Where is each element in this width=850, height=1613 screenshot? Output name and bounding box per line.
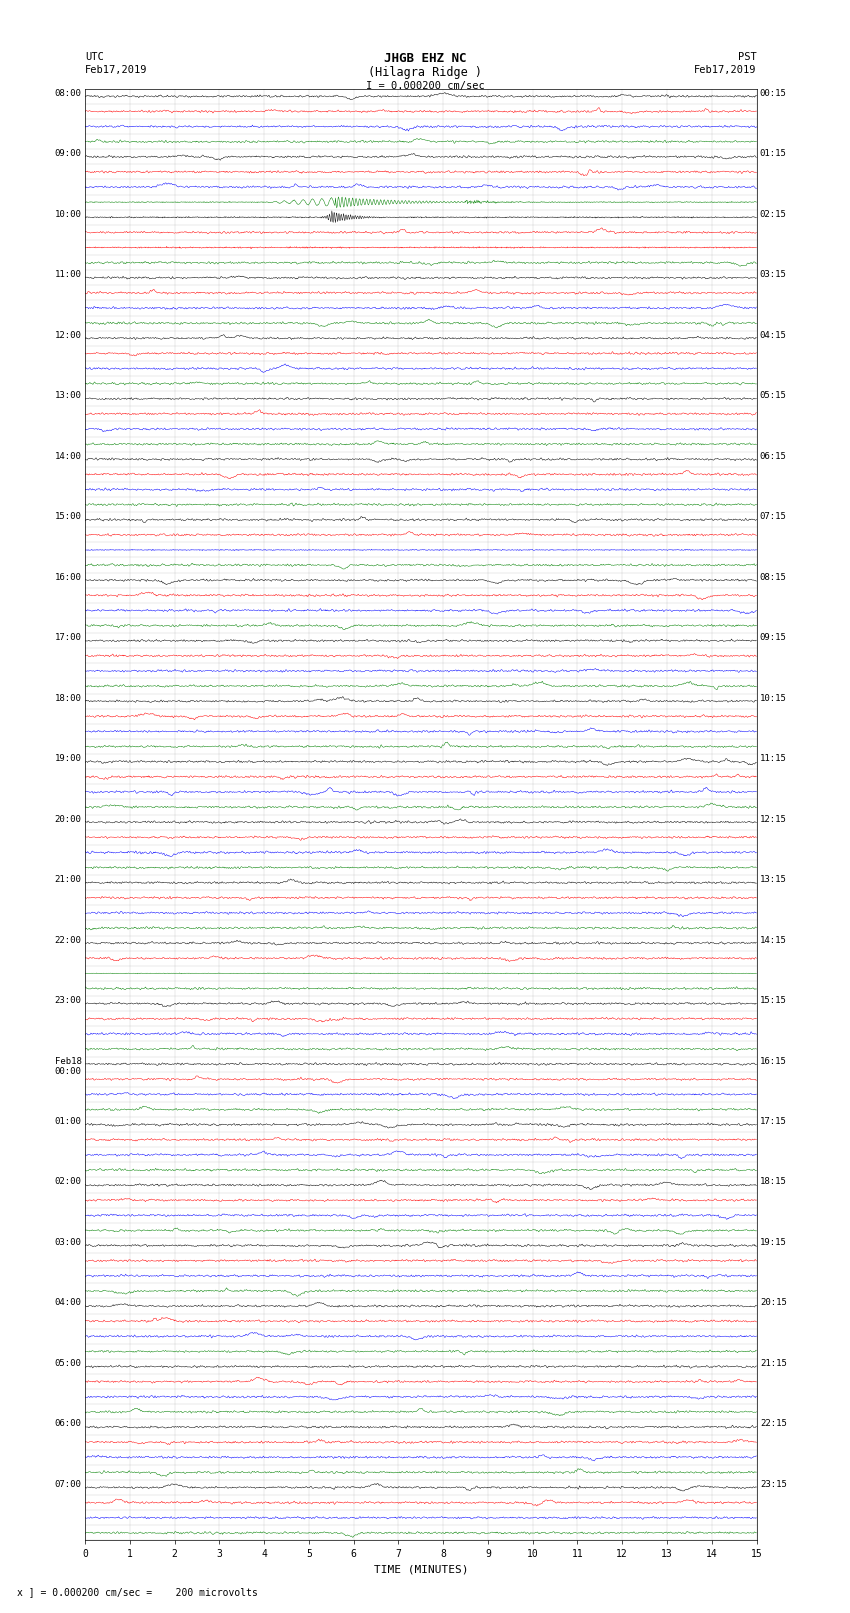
Text: 12:00: 12:00	[54, 331, 82, 340]
Text: Feb18
00:00: Feb18 00:00	[54, 1057, 82, 1076]
Text: 17:00: 17:00	[54, 634, 82, 642]
Text: 01:00: 01:00	[54, 1118, 82, 1126]
Text: 05:00: 05:00	[54, 1358, 82, 1368]
Text: 18:00: 18:00	[54, 694, 82, 703]
Text: 13:00: 13:00	[54, 392, 82, 400]
Text: 07:15: 07:15	[760, 513, 787, 521]
Text: 14:15: 14:15	[760, 936, 787, 945]
Text: 09:15: 09:15	[760, 634, 787, 642]
Text: 11:15: 11:15	[760, 755, 787, 763]
Text: 04:00: 04:00	[54, 1298, 82, 1308]
Text: 22:00: 22:00	[54, 936, 82, 945]
Text: 18:15: 18:15	[760, 1177, 787, 1187]
Text: I = 0.000200 cm/sec: I = 0.000200 cm/sec	[366, 81, 484, 90]
Text: 21:15: 21:15	[760, 1358, 787, 1368]
Text: 03:00: 03:00	[54, 1239, 82, 1247]
Text: 14:00: 14:00	[54, 452, 82, 461]
Text: 13:15: 13:15	[760, 876, 787, 884]
Text: 03:15: 03:15	[760, 271, 787, 279]
Text: Feb17,2019: Feb17,2019	[85, 65, 148, 74]
Text: 06:15: 06:15	[760, 452, 787, 461]
Text: 16:00: 16:00	[54, 573, 82, 582]
Text: 23:00: 23:00	[54, 997, 82, 1005]
Text: 05:15: 05:15	[760, 392, 787, 400]
Text: 20:15: 20:15	[760, 1298, 787, 1308]
Text: 16:15: 16:15	[760, 1057, 787, 1066]
Text: 12:15: 12:15	[760, 815, 787, 824]
Text: 17:15: 17:15	[760, 1118, 787, 1126]
Text: 01:15: 01:15	[760, 150, 787, 158]
Text: x ] = 0.000200 cm/sec =    200 microvolts: x ] = 0.000200 cm/sec = 200 microvolts	[17, 1587, 258, 1597]
Text: 08:15: 08:15	[760, 573, 787, 582]
Text: UTC: UTC	[85, 52, 104, 61]
Text: 23:15: 23:15	[760, 1481, 787, 1489]
Text: (Hilagra Ridge ): (Hilagra Ridge )	[368, 66, 482, 79]
Text: 08:00: 08:00	[54, 89, 82, 98]
X-axis label: TIME (MINUTES): TIME (MINUTES)	[373, 1565, 468, 1574]
Text: 22:15: 22:15	[760, 1419, 787, 1429]
Text: 02:00: 02:00	[54, 1177, 82, 1187]
Text: PST: PST	[738, 52, 756, 61]
Text: 20:00: 20:00	[54, 815, 82, 824]
Text: 15:15: 15:15	[760, 997, 787, 1005]
Text: 00:15: 00:15	[760, 89, 787, 98]
Text: 21:00: 21:00	[54, 876, 82, 884]
Text: Feb17,2019: Feb17,2019	[694, 65, 756, 74]
Text: 19:15: 19:15	[760, 1239, 787, 1247]
Text: JHGB EHZ NC: JHGB EHZ NC	[383, 52, 467, 65]
Text: 19:00: 19:00	[54, 755, 82, 763]
Text: 11:00: 11:00	[54, 271, 82, 279]
Text: 10:15: 10:15	[760, 694, 787, 703]
Text: 15:00: 15:00	[54, 513, 82, 521]
Text: 02:15: 02:15	[760, 210, 787, 219]
Text: 07:00: 07:00	[54, 1481, 82, 1489]
Text: 09:00: 09:00	[54, 150, 82, 158]
Text: 04:15: 04:15	[760, 331, 787, 340]
Text: 06:00: 06:00	[54, 1419, 82, 1429]
Text: 10:00: 10:00	[54, 210, 82, 219]
